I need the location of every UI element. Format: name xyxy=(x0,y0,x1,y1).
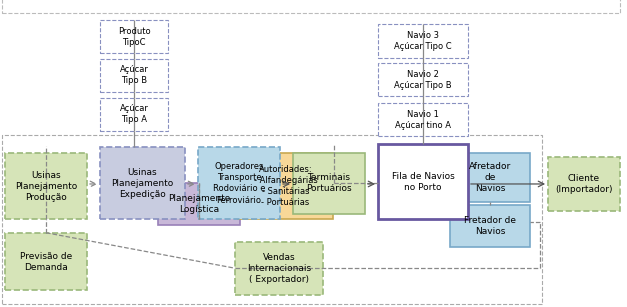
Text: Fila de Navios
no Porto: Fila de Navios no Porto xyxy=(392,172,455,192)
FancyBboxPatch shape xyxy=(548,157,620,211)
Text: Afretador
de
Navios: Afretador de Navios xyxy=(469,162,511,193)
FancyBboxPatch shape xyxy=(158,183,240,225)
Text: Planejamento
Logística: Planejamento Logística xyxy=(168,194,230,214)
Text: Navio 1
Açúcar tino A: Navio 1 Açúcar tino A xyxy=(395,110,451,130)
Text: Cliente
(Importador): Cliente (Importador) xyxy=(556,174,613,194)
Text: Produto
TipoC: Produto TipoC xyxy=(118,26,150,47)
FancyBboxPatch shape xyxy=(198,147,280,220)
Text: Vendas
Internacionais
( Exportador): Vendas Internacionais ( Exportador) xyxy=(247,253,311,284)
Text: Autoridades:
- Alfandegárias
- Sanitárias
- Portuárias: Autoridades: - Alfandegárias - Sanitária… xyxy=(254,165,317,207)
FancyBboxPatch shape xyxy=(100,98,168,131)
FancyBboxPatch shape xyxy=(238,153,333,220)
FancyBboxPatch shape xyxy=(5,233,87,290)
FancyBboxPatch shape xyxy=(100,20,168,53)
FancyBboxPatch shape xyxy=(235,242,323,295)
Text: Usinas
Planejamento
Produção: Usinas Planejamento Produção xyxy=(15,171,77,202)
Text: Terminais
Portuários: Terminais Portuários xyxy=(306,173,352,193)
Text: Fretador de
Navios: Fretador de Navios xyxy=(464,216,516,236)
FancyBboxPatch shape xyxy=(450,205,530,247)
FancyBboxPatch shape xyxy=(378,144,468,220)
FancyBboxPatch shape xyxy=(378,63,468,96)
Text: Usinas
Planejamento
Expedição: Usinas Planejamento Expedição xyxy=(112,168,174,199)
Text: Navio 3
Açúcar Tipo C: Navio 3 Açúcar Tipo C xyxy=(394,31,452,51)
FancyBboxPatch shape xyxy=(100,147,185,220)
Text: Navio 2
Açúcar Tipo B: Navio 2 Açúcar Tipo B xyxy=(394,70,452,90)
FancyBboxPatch shape xyxy=(378,103,468,136)
Text: Previsão de
Demanda: Previsão de Demanda xyxy=(20,251,72,272)
FancyBboxPatch shape xyxy=(100,59,168,92)
FancyBboxPatch shape xyxy=(5,153,87,220)
FancyBboxPatch shape xyxy=(378,24,468,58)
FancyBboxPatch shape xyxy=(450,153,530,202)
FancyBboxPatch shape xyxy=(293,153,365,214)
Text: Açúcar
Tipo B: Açúcar Tipo B xyxy=(120,65,149,85)
Text: Açúcar
Tipo A: Açúcar Tipo A xyxy=(120,104,149,124)
Text: Operadores
Transporte
Rodoviário e
Ferroviário: Operadores Transporte Rodoviário e Ferro… xyxy=(213,162,265,204)
